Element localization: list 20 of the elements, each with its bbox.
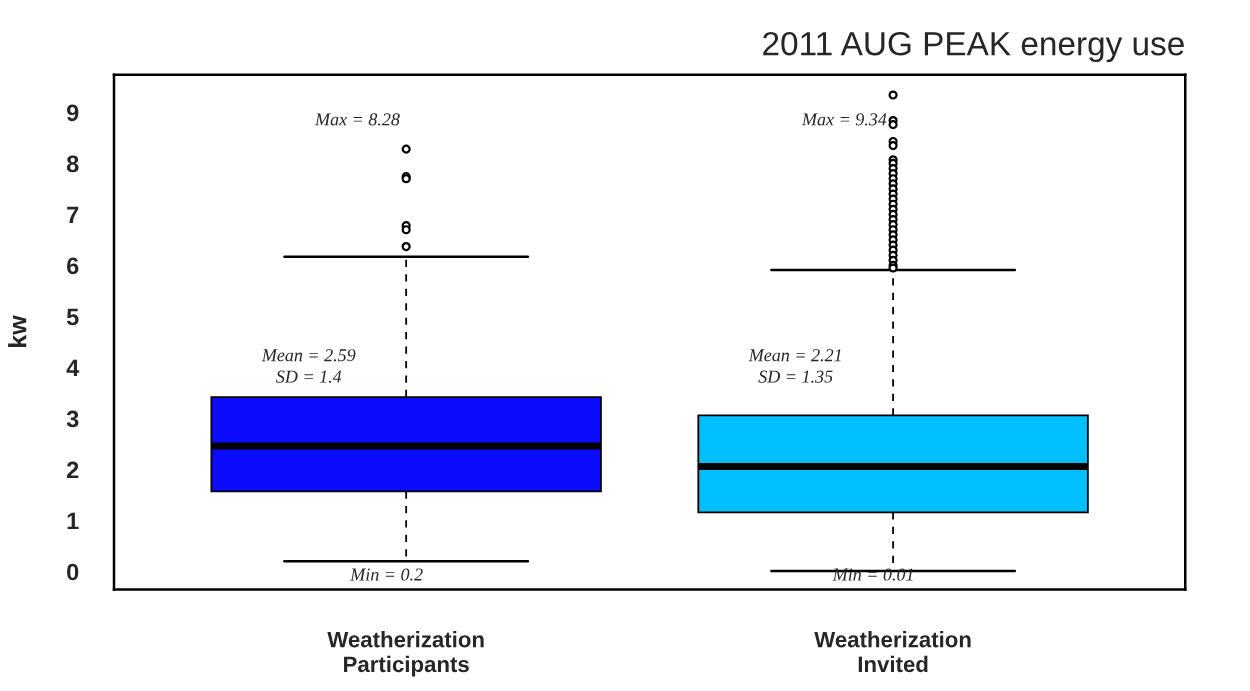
y-axis-title: kw — [8, 315, 27, 347]
y-tick-label: 2 — [66, 461, 79, 479]
x-tick-label: Weatherization Participants — [327, 631, 484, 677]
y-tick-label: 9 — [66, 104, 79, 122]
y-tick-label: 7 — [67, 206, 79, 223]
y-tick-label: 3 — [66, 410, 79, 428]
y-tick-label: 5 — [66, 308, 79, 326]
x-tick-label: Weatherization Invited — [814, 631, 971, 673]
annotation: Mean = 2.59 SD = 1.4 — [261, 349, 356, 383]
annotation: Min = 0.01 — [832, 568, 913, 581]
chart-title: 2011 AUG PEAK energy use — [763, 31, 1184, 63]
y-tick-label: 0 — [67, 563, 79, 581]
y-tick-label: 1 — [67, 512, 79, 530]
y-tick-label: 8 — [66, 155, 79, 173]
annotation: Max = 8.28 — [314, 113, 400, 126]
y-tick-label: 4 — [66, 359, 80, 377]
annotation: Max = 9.34 — [801, 113, 887, 126]
y-tick-label: 6 — [67, 257, 79, 275]
annotation: Mean = 2.21 SD = 1.35 — [748, 349, 841, 383]
annotation: Min = 0.2 — [350, 568, 423, 581]
